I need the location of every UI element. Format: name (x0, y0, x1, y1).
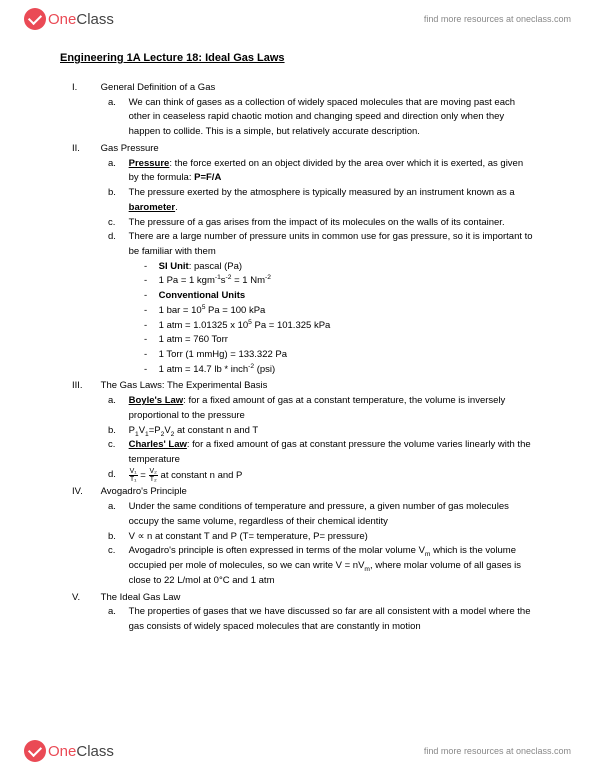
unit-torr: - 1 Torr (1 mmHg) = 133.322 Pa (144, 348, 535, 363)
item-text: 1 bar = 105 Pa = 100 kPa (159, 304, 534, 319)
item-text: The pressure exerted by the atmosphere i… (129, 186, 534, 215)
section-2-item-c: c. The pressure of a gas arises from the… (108, 216, 535, 231)
section-number: I. (72, 81, 98, 96)
section-heading: Gas Pressure (101, 142, 534, 157)
item-label: c. (108, 544, 126, 559)
dash-icon: - (144, 333, 156, 348)
item-label: a. (108, 96, 126, 111)
section-number: II. (72, 142, 98, 157)
item-text: 1 Torr (1 mmHg) = 133.322 Pa (159, 348, 534, 363)
unit-pa: - 1 Pa = 1 kgm-1s-2 = 1 Nm-2 (144, 274, 535, 289)
section-1: I. General Definition of a Gas (72, 81, 535, 96)
item-text: The properties of gases that we have dis… (129, 605, 534, 634)
item-label: b. (108, 424, 126, 439)
dash-icon: - (144, 348, 156, 363)
item-label: a. (108, 500, 126, 515)
section-2-item-a: a. Pressure: the force exerted on an obj… (108, 157, 535, 186)
checkmark-icon (24, 740, 46, 762)
item-label: a. (108, 157, 126, 172)
item-text: The pressure of a gas arises from the im… (129, 216, 534, 231)
section-3-item-a: a. Boyle's Law: for a fixed amount of ga… (108, 394, 535, 423)
item-text: Pressure: the force exerted on an object… (129, 157, 534, 186)
item-label: b. (108, 530, 126, 545)
section-3-item-b: b. P1V1=P2V2 at constant n and T (108, 424, 535, 439)
section-1-item-a: a. We can think of gases as a collection… (108, 96, 535, 140)
dash-icon: - (144, 304, 156, 319)
item-label: a. (108, 605, 126, 620)
dash-icon: - (144, 260, 156, 275)
item-text: 1 Pa = 1 kgm-1s-2 = 1 Nm-2 (159, 274, 534, 289)
item-label: d. (108, 468, 126, 483)
unit-si: - SI Unit: pascal (Pa) (144, 260, 535, 275)
item-text: V₁T₁ = V₂T₂ at constant n and P (129, 468, 534, 484)
unit-psi: - 1 atm = 14.7 lb * inch-2 (psi) (144, 363, 535, 378)
section-3-item-c: c. Charles' Law: for a fixed amount of g… (108, 438, 535, 467)
dash-icon: - (144, 319, 156, 334)
item-text: There are a large number of pressure uni… (129, 230, 534, 259)
item-text: Boyle's Law: for a fixed amount of gas a… (129, 394, 534, 423)
section-heading: The Ideal Gas Law (101, 591, 534, 606)
section-number: III. (72, 379, 98, 394)
section-5: V. The Ideal Gas Law (72, 591, 535, 606)
footer-tagline: find more resources at oneclass.com (424, 746, 571, 756)
checkmark-icon (24, 8, 46, 30)
item-label: c. (108, 438, 126, 453)
item-text: Conventional Units (159, 289, 534, 304)
section-4-item-c: c. Avogadro's principle is often express… (108, 544, 535, 588)
unit-atm-pa: - 1 atm = 1.01325 x 105 Pa = 101.325 kPa (144, 319, 535, 334)
item-text: Avogadro's principle is often expressed … (129, 544, 534, 588)
section-2-item-b: b. The pressure exerted by the atmospher… (108, 186, 535, 215)
item-text: Charles' Law: for a fixed amount of gas … (129, 438, 534, 467)
item-text: 1 atm = 760 Torr (159, 333, 534, 348)
section-heading: Avogadro's Principle (101, 485, 534, 500)
brand-logo: OneClass (24, 8, 114, 30)
section-number: V. (72, 591, 98, 606)
dash-icon: - (144, 274, 156, 289)
page-footer: OneClass find more resources at oneclass… (0, 736, 595, 770)
section-5-item-a: a. The properties of gases that we have … (108, 605, 535, 634)
section-3-item-d: d. V₁T₁ = V₂T₂ at constant n and P (108, 468, 535, 484)
unit-bar: - 1 bar = 105 Pa = 100 kPa (144, 304, 535, 319)
page-header: OneClass find more resources at oneclass… (0, 0, 595, 34)
section-3: III. The Gas Laws: The Experimental Basi… (72, 379, 535, 394)
item-text: 1 atm = 1.01325 x 105 Pa = 101.325 kPa (159, 319, 534, 334)
dash-icon: - (144, 289, 156, 304)
section-heading: The Gas Laws: The Experimental Basis (101, 379, 534, 394)
section-2: II. Gas Pressure (72, 142, 535, 157)
unit-atm-torr: - 1 atm = 760 Torr (144, 333, 535, 348)
document-body: Engineering 1A Lecture 18: Ideal Gas Law… (0, 34, 595, 635)
outline-list: I. General Definition of a Gas a. We can… (60, 81, 535, 635)
item-text: SI Unit: pascal (Pa) (159, 260, 534, 275)
header-tagline: find more resources at oneclass.com (424, 14, 571, 24)
page-title: Engineering 1A Lecture 18: Ideal Gas Law… (60, 50, 535, 67)
dash-icon: - (144, 363, 156, 378)
section-heading: General Definition of a Gas (101, 81, 534, 96)
brand-name: OneClass (48, 11, 114, 28)
item-text: P1V1=P2V2 at constant n and T (129, 424, 534, 439)
section-4: IV. Avogadro's Principle (72, 485, 535, 500)
unit-conventional: - Conventional Units (144, 289, 535, 304)
section-4-item-a: a. Under the same conditions of temperat… (108, 500, 535, 529)
brand-name: OneClass (48, 743, 114, 760)
item-text: We can think of gases as a collection of… (129, 96, 534, 140)
item-text: Under the same conditions of temperature… (129, 500, 534, 529)
item-label: a. (108, 394, 126, 409)
item-label: b. (108, 186, 126, 201)
section-number: IV. (72, 485, 98, 500)
section-2-item-d: d. There are a large number of pressure … (108, 230, 535, 259)
item-label: d. (108, 230, 126, 245)
section-4-item-b: b. V ∝ n at constant T and P (T= tempera… (108, 530, 535, 545)
item-text: V ∝ n at constant T and P (T= temperatur… (129, 530, 534, 545)
brand-logo: OneClass (24, 740, 114, 762)
item-text: 1 atm = 14.7 lb * inch-2 (psi) (159, 363, 534, 378)
item-label: c. (108, 216, 126, 231)
